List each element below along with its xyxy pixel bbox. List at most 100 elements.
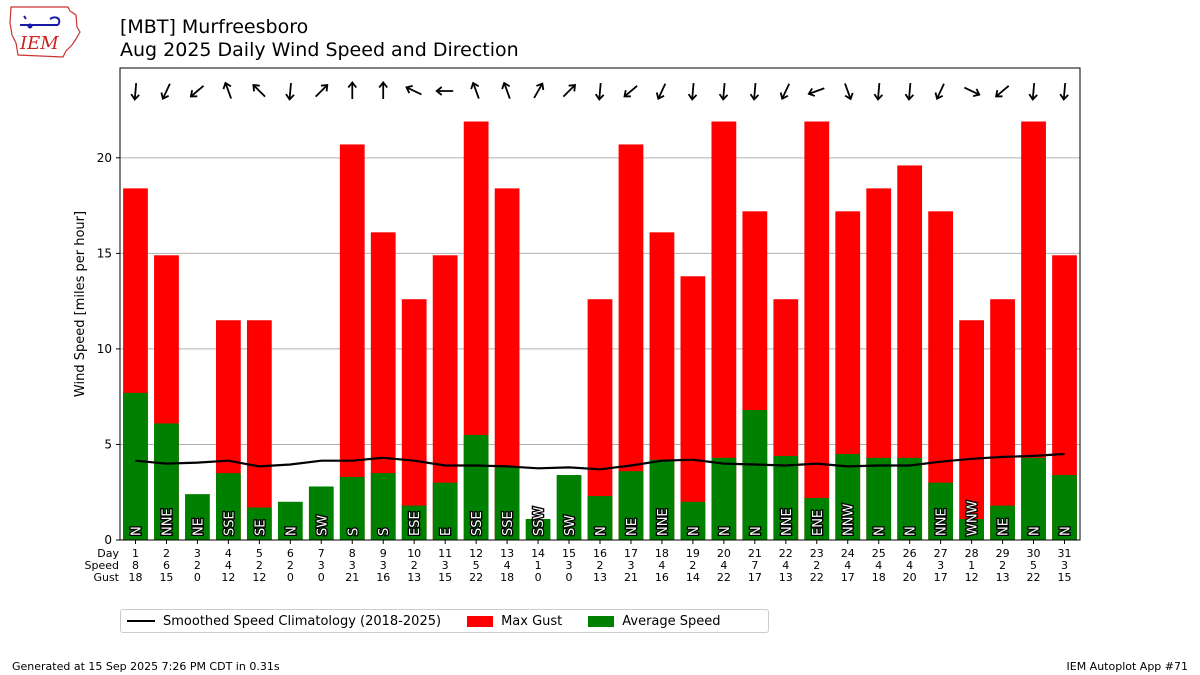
legend-gust: Max Gust (467, 614, 562, 629)
direction-label: N (749, 526, 764, 536)
legend: Smoothed Speed Climatology (2018-2025) M… (120, 609, 769, 633)
arrow-head (435, 86, 443, 96)
footer-generated: Generated at 15 Sep 2025 7:26 PM CDT in … (12, 660, 280, 673)
legend-average: Average Speed (588, 613, 721, 629)
direction-label: N (1059, 526, 1074, 536)
arrow-shaft (133, 82, 138, 100)
table-row-label: Speed (85, 559, 119, 572)
day-label: 5 (256, 547, 263, 560)
arrow-shaft (753, 82, 757, 100)
direction-arrow (994, 85, 1010, 98)
gust-value: 14 (686, 571, 700, 584)
arrow-shaft (844, 83, 852, 99)
arrow-head (844, 92, 854, 101)
legend-gust-swatch (467, 615, 494, 627)
day-label: 10 (407, 547, 421, 560)
wind-chart: N NNE NE SSE SE N SW S S ESE E SSE SSE SSW SW N NE NNE N N N… (73, 67, 1081, 584)
arrow-shaft (190, 85, 205, 97)
arrow-head (470, 81, 480, 90)
arrow-head (687, 93, 698, 101)
arrow-head (749, 93, 760, 101)
gust-value: 22 (1027, 571, 1041, 584)
gust-value: 17 (934, 571, 948, 584)
axes: 0 5 10 15 20 Wind Speed [miles per hour] (73, 151, 1066, 547)
y-tick-label: 0 (104, 533, 112, 547)
arrow-head (807, 87, 816, 97)
direction-label: NNE (160, 508, 175, 536)
direction-arrow (378, 81, 388, 99)
climatology-line (135, 452, 1065, 471)
arrow-shaft (598, 82, 602, 100)
arrow-shaft (691, 82, 695, 100)
arrow-shaft (963, 86, 980, 96)
average-bar (742, 410, 768, 540)
gust-bar (401, 299, 427, 540)
speed-value: 3 (937, 559, 944, 572)
direction-arrow (347, 81, 358, 99)
speed-value: 4 (504, 559, 511, 572)
arrow-head (347, 81, 358, 89)
average-bar (401, 505, 427, 540)
direction-label: S (346, 528, 361, 536)
legend-average-label: Average Speed (622, 613, 721, 629)
gust-value: 18 (872, 571, 886, 584)
direction-label: N (284, 526, 299, 536)
average-bar (649, 459, 675, 540)
speed-value: 6 (163, 559, 170, 572)
day-label: 8 (349, 547, 356, 560)
gust-value: 16 (376, 571, 390, 584)
arrow-shaft (781, 83, 790, 99)
speed-value: 3 (349, 559, 356, 572)
direction-label: WNW (966, 500, 981, 536)
speed-value: 1 (968, 559, 975, 572)
direction-label: N (594, 526, 609, 536)
speed-value: 3 (442, 559, 449, 572)
arrow-head (718, 93, 729, 101)
gust-value: 22 (469, 571, 483, 584)
speed-value: 2 (597, 559, 604, 572)
gust-value: 17 (841, 571, 855, 584)
arrow-head (655, 92, 665, 101)
speed-value: 2 (194, 559, 201, 572)
speed-value: 4 (875, 559, 882, 572)
gust-value: 17 (748, 571, 762, 584)
direction-arrow (435, 86, 454, 96)
direction-label: SE (253, 520, 268, 536)
arrow-shaft (995, 85, 1010, 97)
direction-arrow (285, 82, 295, 101)
legend-climatology: Smoothed Speed Climatology (2018-2025) (127, 614, 441, 629)
day-label: 21 (748, 547, 762, 560)
direction-arrow (687, 82, 698, 101)
direction-arrow (405, 85, 422, 96)
direction-label: SSE (222, 511, 237, 536)
arrow-shaft (224, 83, 232, 99)
day-label: 1 (132, 547, 139, 560)
average-bar (680, 501, 706, 540)
gust-value: 13 (779, 571, 793, 584)
direction-arrow (1059, 82, 1069, 101)
day-label: 7 (318, 547, 325, 560)
day-label: 16 (593, 547, 607, 560)
arrow-head (405, 85, 413, 94)
average-bar (123, 392, 148, 540)
arrow-head (320, 83, 329, 92)
arrow-shaft (562, 84, 576, 98)
data-table: DaySpeedGust1818261532044125212620730832… (85, 547, 1072, 584)
gust-value: 21 (345, 571, 359, 584)
arrow-head (285, 93, 295, 101)
arrow-head (623, 90, 631, 98)
arrow-head (1028, 93, 1038, 101)
arrow-head (934, 92, 944, 101)
arrow-head (130, 93, 140, 101)
speed-value: 2 (813, 559, 820, 572)
footer-app: IEM Autoplot App #71 (1066, 660, 1189, 673)
gust-value: 15 (438, 571, 452, 584)
arrow-head (1059, 93, 1069, 101)
gust-bar (339, 144, 365, 540)
arrow-shaft (936, 83, 945, 99)
average-bar (216, 473, 241, 540)
gust-value: 21 (624, 571, 638, 584)
direction-label: S (377, 528, 392, 536)
legend-line-swatch (127, 620, 155, 622)
speed-value: 3 (627, 559, 634, 572)
